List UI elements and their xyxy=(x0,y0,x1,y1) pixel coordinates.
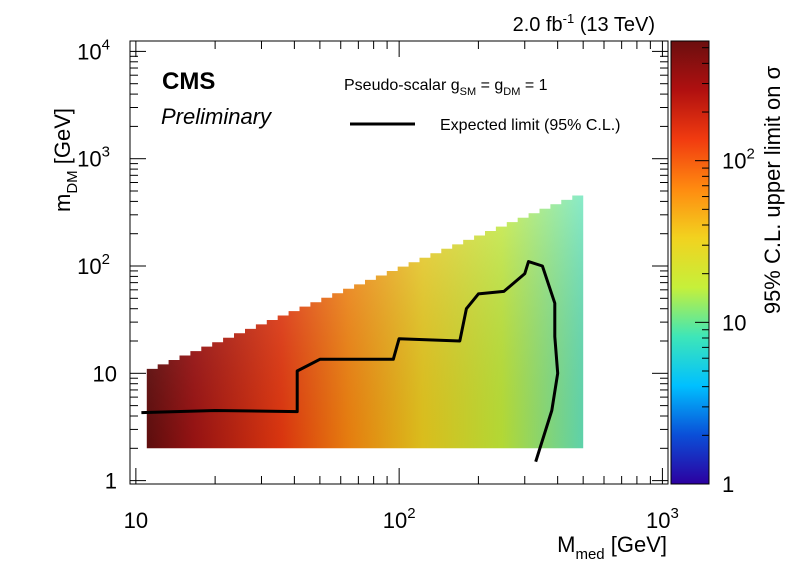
x-tick-label: 102 xyxy=(383,505,416,533)
y-tick-label: 103 xyxy=(77,144,110,172)
colorbar-title: 95% C.L. upper limit on σ xyxy=(760,65,785,314)
colorbar xyxy=(670,40,710,485)
x-axis-ticks: 10 102 103 xyxy=(124,41,679,533)
y-tick-label: 1 xyxy=(105,469,117,494)
x-tick-label: 103 xyxy=(646,505,679,533)
x-axis-title: Mmed [GeV] xyxy=(557,532,667,563)
y-axis-title: mDM [GeV] xyxy=(50,108,81,212)
z-tick-label: 10 xyxy=(722,310,746,335)
expected-limit-line xyxy=(141,260,560,463)
heatmap-shading xyxy=(146,191,584,449)
colorbar-ticks: 1 10 102 xyxy=(695,47,755,497)
legend-line-label: Expected limit (95% C.L.) xyxy=(440,117,621,134)
plot-frame xyxy=(129,40,669,485)
z-tick-label: 102 xyxy=(722,146,755,174)
status-label: Preliminary xyxy=(161,104,273,129)
experiment-label: CMS xyxy=(162,68,215,95)
x-tick-label: 10 xyxy=(124,508,148,533)
y-tick-label: 102 xyxy=(77,251,110,279)
z-tick-label: 1 xyxy=(722,472,734,497)
y-tick-label: 104 xyxy=(77,36,110,64)
y-tick-label: 10 xyxy=(93,361,117,386)
luminosity-label: 2.0 fb-1 (13 TeV) xyxy=(513,11,655,36)
y-axis-ticks: 1 10 102 103 104 xyxy=(77,36,668,494)
model-label: Pseudo-scalar gSM = gDM = 1 xyxy=(344,77,548,98)
heatmap xyxy=(146,191,584,449)
